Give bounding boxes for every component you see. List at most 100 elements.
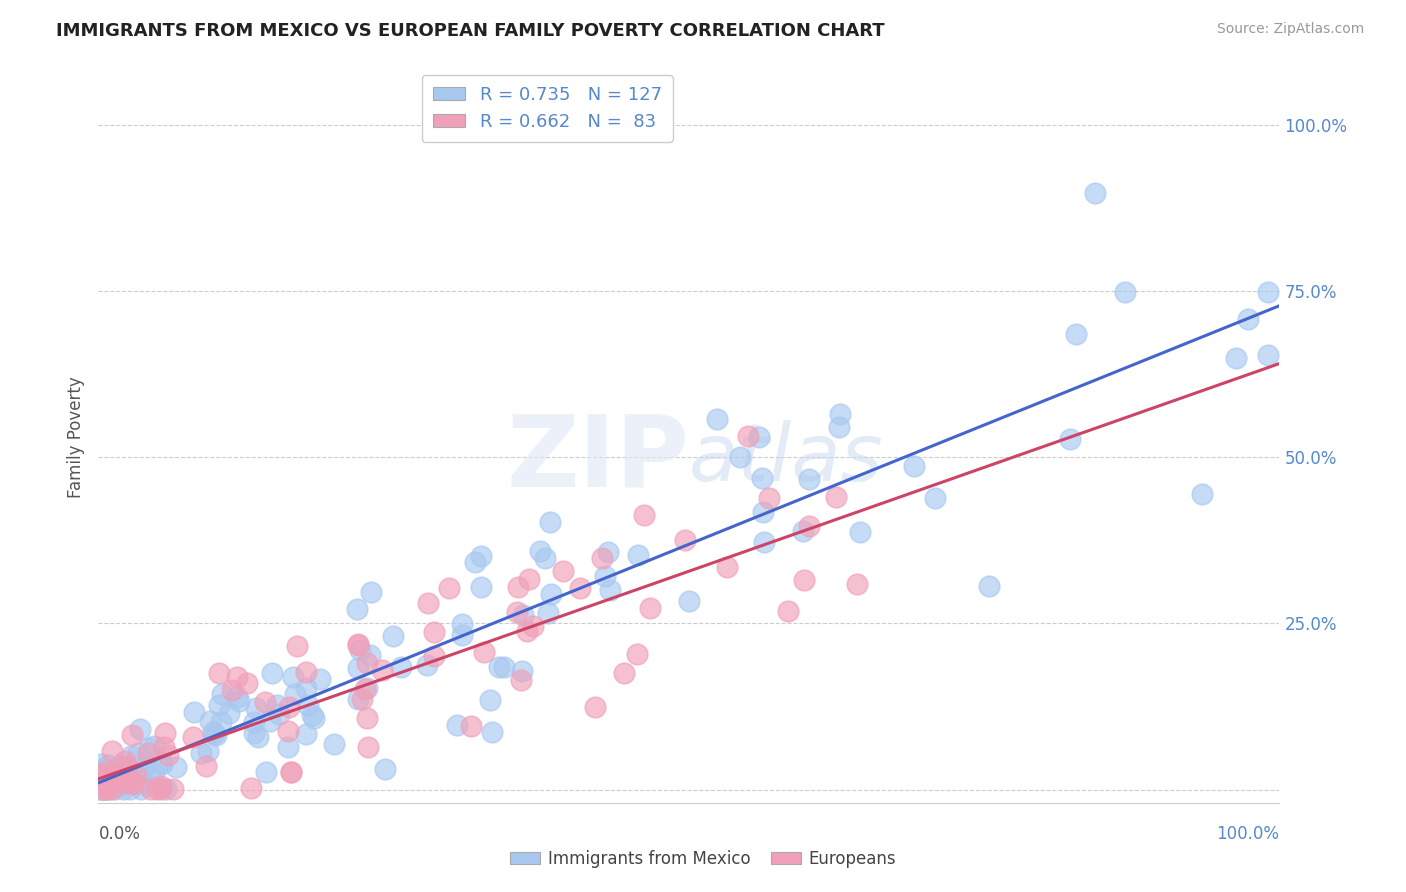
Point (143, 766, 166, 780)
Point (583, 700, 606, 714)
Point (138, 741, 160, 756)
Point (221, 682, 243, 697)
Point (117, 761, 139, 775)
Point (285, 639, 308, 653)
Point (849, 525, 872, 540)
Point (198, 714, 221, 728)
Point (1237, 311, 1260, 326)
Point (347, 637, 370, 651)
Point (120, 770, 142, 784)
Point (104, 771, 127, 785)
Point (115, 759, 138, 773)
Point (201, 725, 224, 739)
Point (799, 519, 821, 533)
Point (97, 781, 120, 796)
Point (121, 775, 143, 789)
Point (538, 515, 561, 529)
Text: 0.0%: 0.0% (98, 825, 141, 843)
Point (280, 765, 302, 780)
Point (510, 664, 533, 678)
Point (354, 681, 377, 696)
Point (114, 754, 136, 768)
Point (108, 768, 131, 782)
Point (516, 624, 538, 638)
Point (226, 670, 249, 684)
Point (382, 629, 405, 643)
Point (1191, 487, 1213, 501)
Point (506, 605, 529, 619)
Point (112, 772, 135, 787)
Point (297, 698, 319, 712)
Point (90, 757, 112, 772)
Point (309, 673, 332, 687)
Point (155, 726, 177, 740)
Point (350, 691, 373, 706)
Point (322, 737, 344, 751)
Point (218, 706, 240, 720)
Point (751, 471, 773, 485)
Point (211, 687, 233, 701)
Point (162, 781, 184, 796)
Point (125, 768, 148, 782)
Point (143, 739, 166, 753)
Point (259, 714, 281, 728)
Point (979, 579, 1001, 593)
Point (153, 739, 176, 754)
Point (93, 781, 115, 796)
Point (190, 747, 212, 761)
Point (127, 747, 149, 761)
Point (135, 778, 157, 792)
Point (94, 764, 117, 778)
Point (678, 594, 700, 608)
Point (266, 698, 288, 712)
Point (593, 569, 616, 583)
Point (89, 780, 111, 794)
Point (96, 781, 118, 796)
Point (903, 458, 925, 473)
Point (150, 755, 173, 769)
Point (389, 660, 412, 674)
Point (195, 759, 218, 773)
Point (533, 551, 555, 566)
Point (165, 760, 187, 774)
Point (1225, 351, 1247, 366)
Point (706, 412, 728, 426)
Point (103, 766, 125, 780)
Point (470, 580, 492, 594)
Point (415, 657, 437, 672)
Point (197, 744, 219, 758)
Point (737, 429, 759, 443)
Point (277, 724, 299, 739)
Point (145, 781, 167, 796)
Point (591, 550, 613, 565)
Point (245, 701, 267, 715)
Point (778, 605, 800, 619)
Point (529, 544, 551, 558)
Point (506, 580, 529, 594)
Point (89, 767, 111, 781)
Point (243, 726, 266, 740)
Point (236, 676, 259, 690)
Point (751, 505, 773, 519)
Point (225, 690, 247, 705)
Point (1064, 327, 1087, 342)
Point (281, 670, 304, 684)
Point (470, 549, 492, 563)
Point (301, 707, 323, 722)
Point (150, 779, 173, 793)
Point (673, 533, 696, 547)
Point (599, 583, 621, 598)
Point (284, 687, 307, 701)
Point (536, 607, 558, 621)
Point (598, 545, 620, 559)
Point (346, 602, 368, 616)
Point (792, 524, 814, 538)
Point (517, 572, 540, 586)
Point (247, 730, 270, 744)
Point (90, 771, 112, 785)
Point (103, 779, 125, 793)
Point (830, 407, 852, 421)
Point (104, 781, 127, 796)
Point (94, 772, 117, 786)
Point (208, 665, 231, 680)
